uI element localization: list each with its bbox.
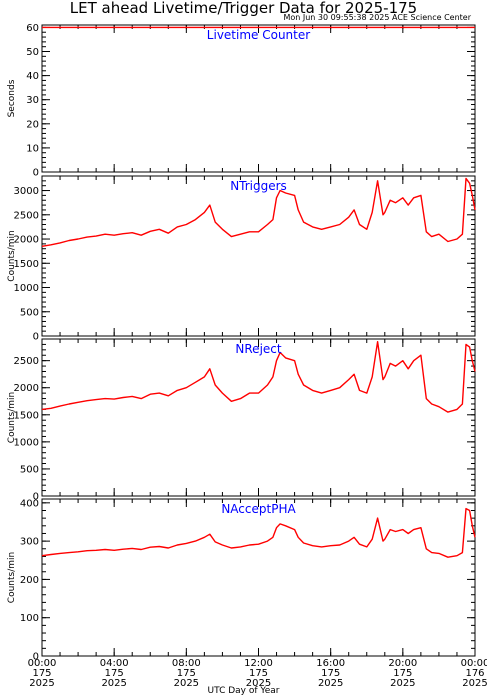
y-tick-label: 2000 [14, 235, 39, 246]
x-tick-label-doy: 175 [177, 668, 196, 679]
panel-label: NAcceptPHA [221, 502, 296, 516]
y-axis-label: Counts/min [7, 552, 17, 603]
y-tick-label: 10 [26, 143, 39, 154]
y-tick-label: 0 [33, 652, 39, 663]
y-tick-label: 1000 [14, 437, 39, 448]
x-axis-label: UTC Day of Year [207, 686, 280, 696]
panel-frame [41, 24, 476, 173]
x-tick-label-year: 2025 [101, 678, 126, 689]
y-tick-label: 100 [20, 613, 39, 624]
y-tick-label: 2500 [14, 210, 39, 221]
x-tick-label-year: 2025 [246, 678, 271, 689]
y-tick-label: 500 [20, 464, 39, 475]
x-tick-label-time: 04:00 [100, 658, 129, 669]
x-tick-label-time: 00:00 [28, 658, 57, 669]
x-tick-label-time: 16:00 [316, 658, 345, 669]
y-tick-label: 1000 [14, 283, 39, 294]
series-line [41, 507, 476, 558]
y-tick-label: 1500 [14, 410, 39, 421]
panel-frame [41, 498, 476, 657]
x-tick-label-doy: 175 [32, 668, 51, 679]
y-tick-label: 300 [20, 537, 39, 548]
y-tick-label: 40 [26, 71, 39, 82]
x-tick-label-year: 2025 [29, 678, 54, 689]
y-tick-label: 400 [20, 498, 39, 509]
y-tick-label: 2500 [14, 356, 39, 367]
x-tick-label-time: 00:00 [461, 658, 487, 669]
x-tick-label-year: 2025 [462, 678, 487, 689]
x-tick-label-doy: 175 [321, 668, 340, 679]
x-tick-label-doy: 175 [105, 668, 124, 679]
x-tick-label-year: 2025 [174, 678, 199, 689]
y-tick-label: 20 [26, 119, 39, 130]
panel-label: NTriggers [230, 179, 287, 193]
series-line [41, 341, 476, 413]
y-tick-label: 0 [33, 492, 39, 503]
x-tick-label-year: 2025 [390, 678, 415, 689]
chart-timestamp: Mon Jun 30 09:55:38 2025 ACE Science Cen… [283, 13, 471, 22]
y-tick-label: 3000 [14, 186, 39, 197]
series-line [41, 177, 476, 247]
y-tick-label: 0 [33, 168, 39, 179]
chart-title: LET ahead Livetime/Trigger Data for 2025… [69, 0, 418, 17]
y-tick-label: 30 [26, 95, 39, 106]
x-tick-label-doy: 175 [393, 668, 412, 679]
x-tick-label-time: 20:00 [388, 658, 417, 669]
y-tick-label: 500 [20, 307, 39, 318]
y-tick-label: 200 [20, 575, 39, 586]
x-tick-label-doy: 175 [249, 668, 268, 679]
y-axis-label: Counts/min [7, 230, 17, 281]
y-tick-label: 0 [33, 332, 39, 343]
y-tick-label: 2000 [14, 383, 39, 394]
x-tick-label-time: 08:00 [172, 658, 201, 669]
panel-label: NReject [235, 342, 281, 356]
x-tick-label-doy: 176 [465, 668, 484, 679]
y-axis-label: Counts/min [7, 392, 17, 443]
y-axis-label: Seconds [7, 79, 17, 117]
panel-label: Livetime Counter [207, 28, 310, 42]
panel-frame [41, 338, 476, 497]
x-tick-label-year: 2025 [318, 678, 343, 689]
x-tick-label-time: 12:00 [244, 658, 273, 669]
y-tick-label: 1500 [14, 259, 39, 270]
y-tick-label: 60 [26, 23, 39, 34]
y-tick-label: 50 [26, 47, 39, 58]
panel-frame [41, 175, 476, 337]
